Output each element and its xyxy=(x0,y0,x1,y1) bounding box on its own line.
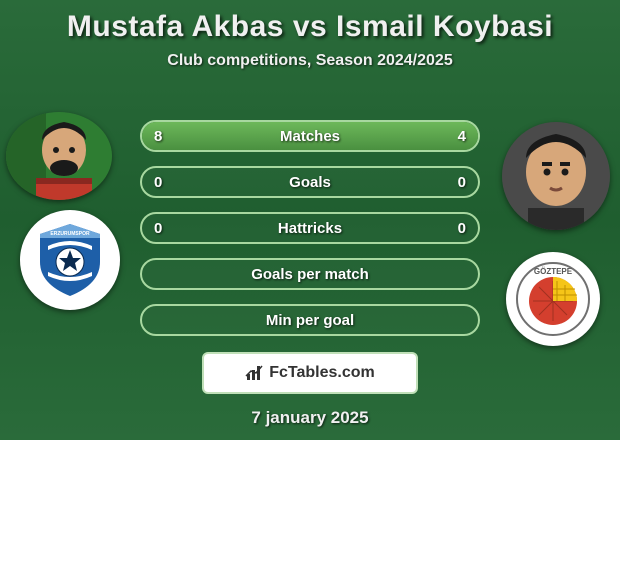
stat-value-left: 8 xyxy=(154,122,162,150)
subtitle: Club competitions, Season 2024/2025 xyxy=(0,52,620,70)
date-label: 7 january 2025 xyxy=(0,408,620,428)
player2-avatar xyxy=(502,122,610,230)
player2-club-badge: GÖZTEPE xyxy=(506,252,600,346)
stat-row: Matches8 4 xyxy=(140,120,480,152)
stats-container: Matches84Goals00Hattricks00Goals per mat… xyxy=(140,120,480,350)
stat-value-right: 4 xyxy=(458,122,466,150)
player1-avatar xyxy=(6,112,112,200)
svg-text:GÖZTEPE: GÖZTEPE xyxy=(534,267,573,276)
stat-row: Goals per match xyxy=(140,258,480,290)
stat-value-left: 0 xyxy=(154,214,162,242)
page-title: Mustafa Akbas vs Ismail Koybasi xyxy=(0,10,620,44)
stat-row: Goals0 0 xyxy=(140,166,480,198)
stat-value-left: 0 xyxy=(154,168,162,196)
player1-club-badge: ERZURUMSPOR xyxy=(20,210,120,310)
brand-text: FcTables.com xyxy=(269,364,375,382)
stat-row: Hattricks0 0 xyxy=(140,212,480,244)
chart-icon xyxy=(245,364,265,382)
stat-label: Goals xyxy=(142,168,478,196)
stat-label: Min per goal xyxy=(142,306,478,334)
stat-value-right: 0 xyxy=(458,168,466,196)
stat-label: Hattricks xyxy=(142,214,478,242)
stat-label: Matches xyxy=(142,122,478,150)
stat-label: Goals per match xyxy=(142,260,478,288)
stat-value-right: 0 xyxy=(458,214,466,242)
comparison-card: Mustafa Akbas vs Ismail Koybasi Club com… xyxy=(0,0,620,440)
svg-text:ERZURUMSPOR: ERZURUMSPOR xyxy=(50,231,90,237)
stat-row: Min per goal xyxy=(140,304,480,336)
brand-logo: FcTables.com xyxy=(202,352,418,394)
